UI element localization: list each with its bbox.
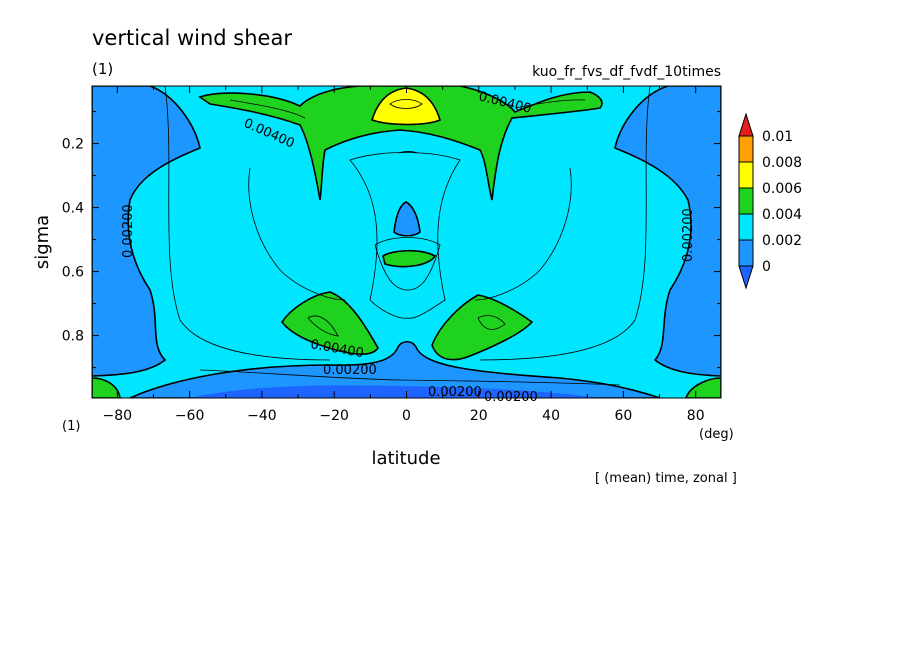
colorbar: 0.01 0.008 0.006 0.004 0.002 0 [738, 112, 802, 290]
contour-fill-green-center [382, 249, 437, 268]
colorbar-label: 0.004 [762, 207, 802, 223]
contour-fill-green-bottomright [685, 377, 721, 398]
contour-fill-lowblue-center [393, 201, 421, 237]
contour-fill-lowblue-right [614, 86, 721, 377]
x-tick-label: 20 [470, 408, 488, 424]
contour-fill-green-left [281, 291, 379, 355]
contour-fill-lowblue-bottom [129, 340, 661, 398]
contour-label: 0.00200 [428, 385, 482, 400]
x-tick-label: 0 [402, 408, 411, 424]
y-axis: 0.2 0.4 0.6 0.8 [62, 111, 721, 369]
axis-note: (1) [62, 419, 80, 434]
colorbar-label: 0.01 [762, 129, 793, 145]
colorbar-label: 0 [762, 259, 771, 275]
y-tick-label: 0.6 [62, 265, 84, 281]
chart-title: vertical wind shear [92, 26, 292, 50]
colorbar-label: 0.008 [762, 155, 802, 171]
x-tick-label: 80 [687, 408, 705, 424]
x-tick-label: −40 [247, 408, 277, 424]
contour-label: 0.00200 [323, 363, 377, 378]
contour-fill-green-bottomleft [92, 377, 121, 398]
footer-note: [ (mean) time, zonal ] [595, 471, 737, 486]
contour-fill-green-right [431, 294, 534, 361]
contour-fill-lowblue-left [92, 86, 201, 377]
contour-fill-yellow-top [371, 87, 441, 126]
x-tick-label: −20 [319, 408, 349, 424]
colorbar-top-arrow [738, 112, 754, 137]
colorbar-segment [738, 187, 754, 215]
x-axis-label: latitude [371, 448, 440, 469]
contour-fill-negative-bottom [190, 385, 600, 398]
x-tick-label: −60 [175, 408, 205, 424]
panel-label: (1) [92, 60, 113, 78]
colorbar-segment [738, 239, 754, 267]
y-tick-label: 0.8 [62, 329, 84, 345]
contour-label: 0.00200 [681, 208, 696, 262]
colorbar-segment [738, 135, 754, 163]
x-unit-label: (deg) [699, 427, 734, 442]
y-tick-label: 0.2 [62, 137, 84, 153]
x-axis: −80 −60 −40 −20 0 20 40 60 80 [103, 86, 705, 424]
colorbar-label: 0.006 [762, 181, 802, 197]
contour-label: 0.00200 [121, 204, 136, 258]
y-axis-label: sigma [32, 215, 53, 269]
contour-field [92, 86, 721, 398]
y-tick-label: 0.4 [62, 201, 84, 217]
experiment-name: kuo_fr_fvs_df_fvdf_10times [532, 64, 721, 80]
contour-fill-green-top [198, 86, 603, 201]
colorbar-bottom-arrow [738, 265, 754, 290]
x-tick-label: 60 [614, 408, 632, 424]
x-tick-label: −80 [103, 408, 133, 424]
colorbar-label: 0.002 [762, 233, 802, 249]
x-tick-label: 40 [542, 408, 560, 424]
colorbar-segment [738, 213, 754, 241]
thin-contours [164, 86, 651, 386]
colorbar-segment [738, 161, 754, 189]
